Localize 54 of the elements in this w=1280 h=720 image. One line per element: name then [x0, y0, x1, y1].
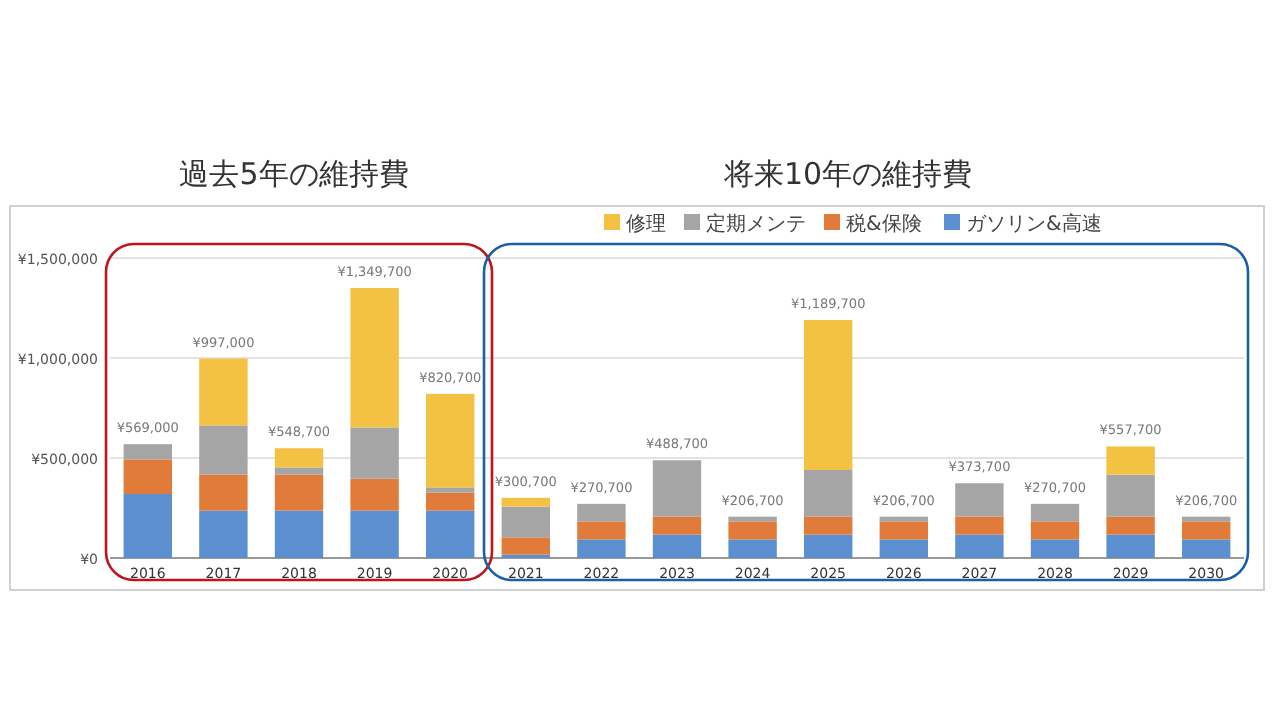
- bar: [501, 537, 550, 555]
- bar: [1030, 521, 1080, 540]
- bar: [804, 320, 853, 470]
- bar: [426, 393, 475, 488]
- bar: [426, 492, 475, 511]
- bar: [123, 494, 172, 558]
- bar: [426, 487, 475, 493]
- bar: [426, 510, 475, 558]
- bar: [274, 474, 324, 511]
- bar: [1182, 521, 1231, 540]
- bar: [274, 510, 324, 558]
- bar: [804, 470, 853, 517]
- bar: [804, 516, 853, 535]
- bar: [1106, 474, 1155, 517]
- bar: [728, 539, 777, 558]
- bar: [350, 427, 399, 479]
- bar: [577, 503, 626, 522]
- bar: [652, 516, 702, 535]
- bar: [728, 521, 777, 540]
- bar: [199, 358, 248, 426]
- bar: [1106, 516, 1155, 535]
- bar: [501, 497, 550, 507]
- legend-label: ガソリン&高速: [966, 212, 1102, 236]
- text: 過去5年の維持費: [179, 156, 409, 192]
- bar: [350, 288, 399, 428]
- bar: [123, 459, 172, 494]
- bar: [577, 521, 626, 540]
- bar: [1182, 539, 1231, 558]
- bar: [199, 474, 248, 511]
- bar: [652, 460, 702, 517]
- bar: [955, 483, 1004, 517]
- legend-label: 修理: [626, 214, 666, 236]
- bar: [1030, 503, 1080, 522]
- bar: [955, 534, 1004, 558]
- bar: [804, 534, 853, 558]
- bar: [350, 510, 399, 558]
- legend-label: 定期メンテ: [706, 212, 806, 236]
- bar: [879, 521, 928, 540]
- bar: [1106, 534, 1155, 558]
- bar: [199, 425, 248, 475]
- bar: [350, 478, 399, 511]
- bar: [501, 506, 550, 538]
- bar: [577, 539, 626, 558]
- bar: [1106, 446, 1155, 475]
- bar: [123, 444, 172, 460]
- legend-label: 税&保険: [846, 212, 922, 236]
- bar: [199, 510, 248, 558]
- bar: [274, 467, 324, 475]
- bar: [274, 448, 324, 468]
- bar: [652, 534, 702, 558]
- bar: [879, 539, 928, 558]
- bar: [1030, 539, 1080, 558]
- text: 将来10年の維持費: [721, 156, 973, 192]
- bar: [955, 516, 1004, 535]
